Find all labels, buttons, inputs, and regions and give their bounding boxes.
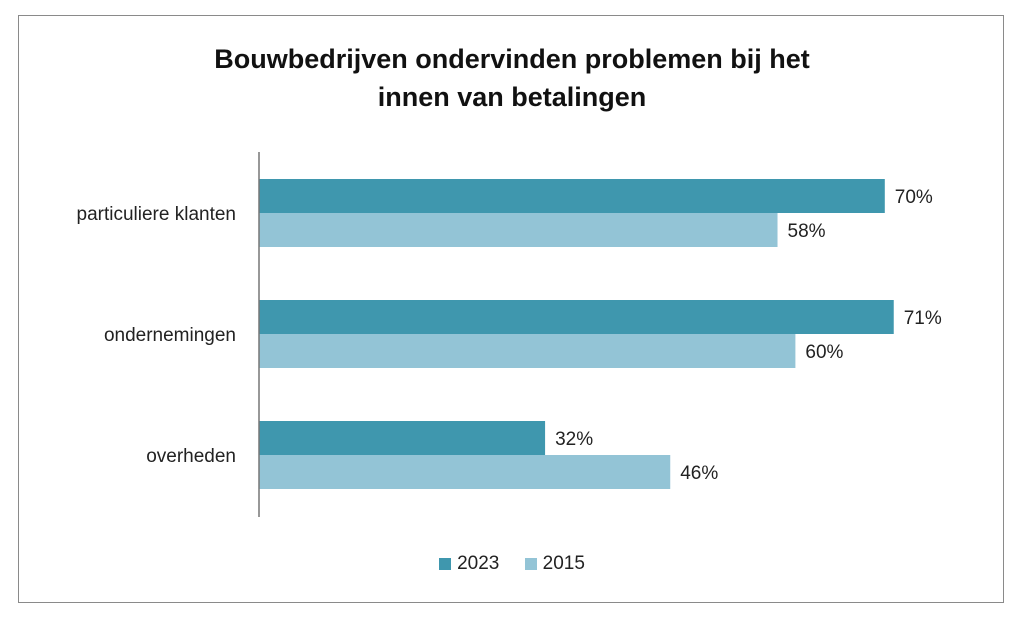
category-label: overheden: [146, 446, 236, 467]
bar-2023: [259, 421, 546, 455]
bar-2015: [259, 334, 796, 368]
data-label: 70%: [895, 187, 933, 208]
legend-item-2015: 2015: [524, 553, 585, 575]
legend: 2023 2015: [0, 553, 1024, 576]
category-label: ondernemingen: [104, 325, 236, 346]
data-label: 71%: [904, 308, 942, 329]
title-line-2: innen van betalingen: [377, 82, 647, 112]
bar-2015: [259, 455, 671, 489]
bar-2023: [259, 179, 885, 213]
data-label: 32%: [555, 429, 593, 450]
bar-2015: [259, 213, 778, 247]
category-label: particuliere klanten: [77, 204, 236, 225]
legend-label: 2015: [542, 553, 585, 574]
chart-frame: [18, 15, 1004, 603]
data-label: 58%: [788, 221, 826, 242]
bar-2023: [259, 300, 894, 334]
data-label: 46%: [680, 463, 718, 484]
chart-title: Bouwbedrijven ondervinden problemen bij …: [0, 40, 1024, 116]
legend-swatch: [439, 558, 452, 570]
data-label: 60%: [805, 342, 843, 363]
title-line-1: Bouwbedrijven ondervinden problemen bij …: [214, 44, 810, 74]
legend-item-2023: 2023: [439, 553, 499, 575]
legend-swatch: [524, 558, 537, 570]
legend-label: 2023: [457, 553, 500, 574]
